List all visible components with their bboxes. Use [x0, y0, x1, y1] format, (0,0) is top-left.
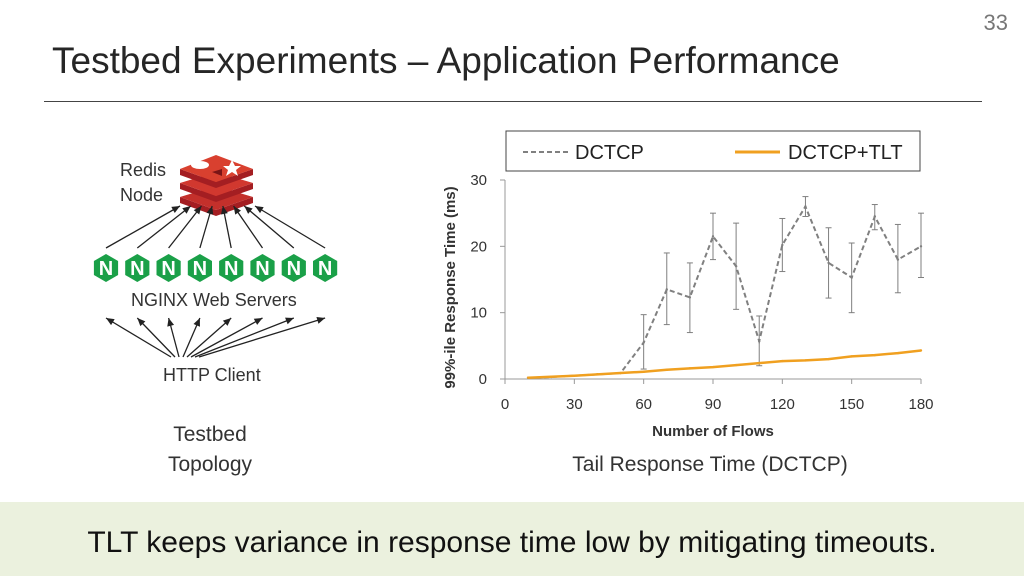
- data-point: [781, 243, 784, 247]
- data-point: [758, 339, 761, 343]
- series-dctcp: [526, 196, 924, 379]
- series-dctcp-tlt: [526, 349, 923, 379]
- data-point: [827, 357, 830, 361]
- y-axis-label: 99%-ile Response Time (ms): [442, 186, 459, 388]
- x-tick-label: 180: [908, 396, 933, 413]
- topology-caption: Testbed Topology: [130, 420, 290, 481]
- y-tick-label: 20: [470, 238, 487, 255]
- data-point: [758, 361, 761, 365]
- x-tick-label: 0: [501, 396, 509, 413]
- legend-box: [505, 130, 921, 172]
- topology-caption-line2: Topology: [167, 453, 253, 477]
- data-point: [781, 359, 784, 363]
- data-point: [919, 349, 923, 352]
- legend-label-dctcp-tlt: DCTCP+TLT: [788, 142, 903, 164]
- data-point: [665, 288, 668, 291]
- y-tick-label: 30: [470, 172, 487, 189]
- data-point: [711, 235, 715, 238]
- chart-caption: Tail Response Time (DCTCP): [572, 453, 848, 476]
- data-point: [734, 363, 738, 367]
- data-point: [804, 205, 807, 208]
- x-tick-label: 60: [635, 396, 652, 413]
- data-point: [850, 276, 853, 279]
- data-point: [550, 375, 553, 378]
- slide-number: 33: [983, 10, 1008, 35]
- legend-label-dctcp: DCTCP: [575, 142, 644, 164]
- legend: DCTCP DCTCP+TLT: [505, 130, 921, 172]
- data-point: [919, 245, 923, 248]
- data-point: [804, 359, 807, 362]
- redis-label-line2: Node: [120, 185, 164, 205]
- data-point: [642, 370, 645, 373]
- data-point: [711, 365, 715, 369]
- y-tick-label: 0: [479, 371, 487, 388]
- http-client-label: HTTP Client: [163, 365, 261, 385]
- nginx-label: NGINX Web Servers: [131, 290, 297, 310]
- data-point: [688, 367, 692, 370]
- data-point: [734, 265, 738, 268]
- data-point: [896, 258, 900, 261]
- data-point: [596, 373, 599, 376]
- series-line: [528, 349, 922, 379]
- series-line: [528, 204, 922, 379]
- takeaway-band: TLT keeps variance in response time low …: [0, 502, 1024, 576]
- data-point: [896, 351, 900, 355]
- x-axis-label: Number of Flows: [652, 423, 774, 440]
- data-point: [619, 371, 622, 375]
- data-point: [850, 355, 853, 358]
- y-tick-label: 10: [470, 305, 487, 322]
- x-tick-label: 90: [705, 396, 722, 413]
- data-point: [873, 353, 876, 357]
- topology-caption-line1: Testbed: [173, 423, 247, 446]
- data-point: [573, 374, 576, 377]
- x-tick-label: 150: [839, 396, 864, 413]
- title-divider: [44, 101, 982, 102]
- data-point: [827, 261, 830, 265]
- takeaway-text: TLT keeps variance in response time low …: [87, 526, 937, 559]
- slide-title: Testbed Experiments – Application Perfor…: [52, 40, 840, 81]
- x-tick-label: 120: [770, 396, 795, 413]
- data-point: [526, 376, 530, 379]
- x-tick-label: 30: [566, 396, 583, 413]
- data-point: [688, 296, 692, 299]
- data-point: [642, 341, 645, 344]
- data-point: [873, 215, 876, 218]
- redis-label-line1: Redis: [120, 160, 167, 180]
- data-point: [665, 368, 668, 371]
